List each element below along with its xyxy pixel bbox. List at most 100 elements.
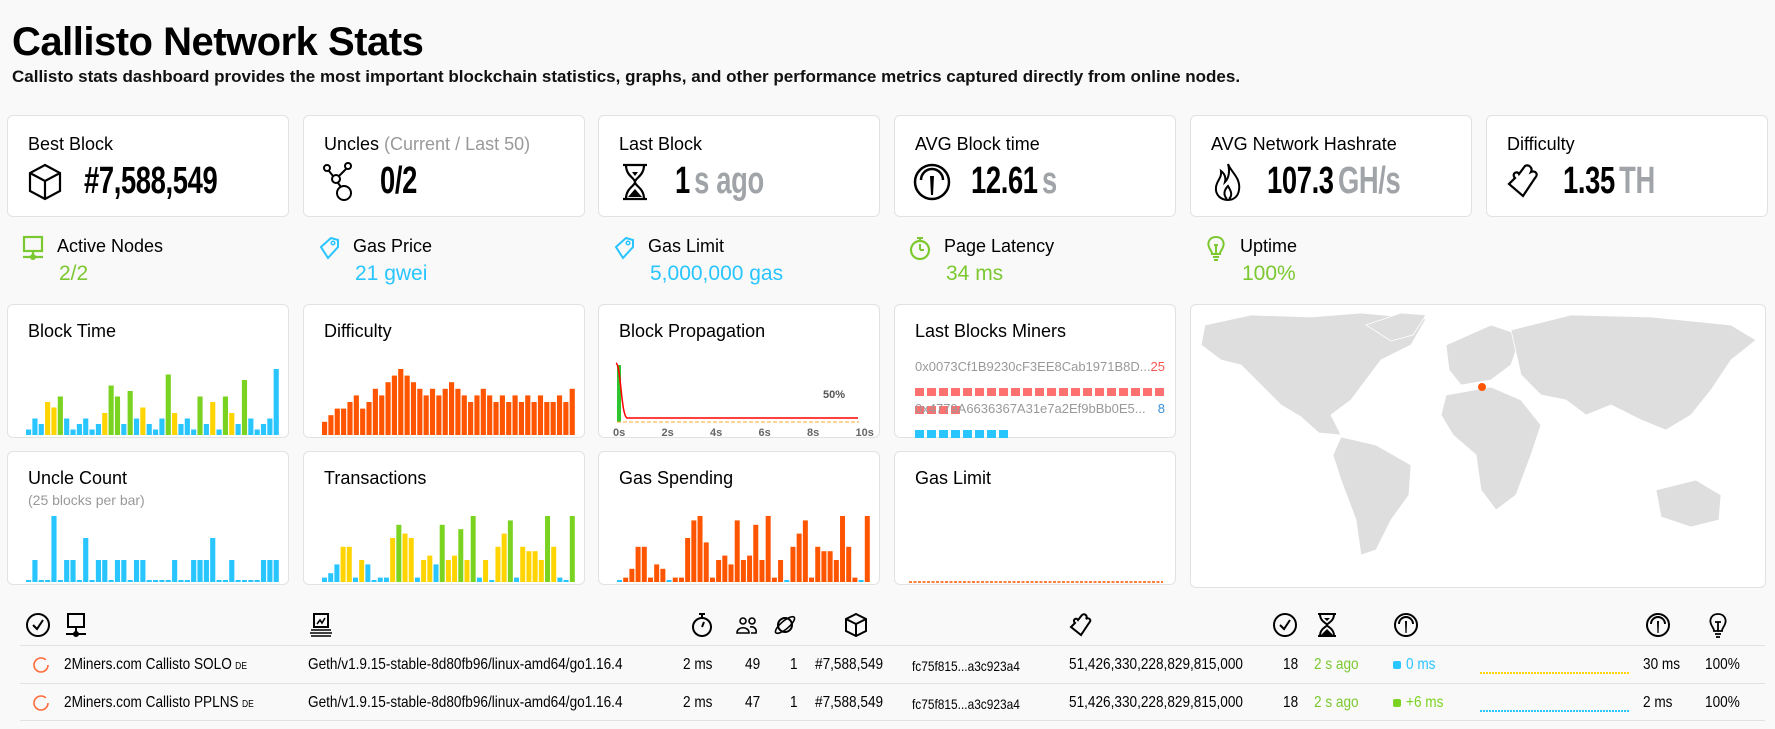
miner-block-square (1035, 388, 1044, 396)
node-location-marker[interactable] (1478, 383, 1486, 391)
chart-bar (38, 424, 44, 435)
chart-bar (635, 546, 641, 582)
mini-label: Uptime (1240, 236, 1298, 256)
miner-block-square (939, 406, 948, 414)
stat-uncles: Uncles (Current / Last 50) 0/2 (303, 115, 585, 217)
node-row[interactable]: 2Miners.com Callisto SOLO DE Geth/v1.9.15… (20, 645, 1765, 683)
peers-icon[interactable] (734, 612, 760, 638)
laptop-icon[interactable] (308, 612, 334, 638)
node-name[interactable]: 2Miners.com Callisto SOLO DE (64, 656, 248, 673)
miner-address: 0x4779A6636367A31e7a2Ef9bBb0E5... (915, 401, 1146, 416)
stat-hashrate: AVG Network Hashrate 107.3 GH/s (1190, 115, 1472, 217)
transactions-bars (322, 516, 575, 582)
gauge-icon[interactable] (1393, 612, 1419, 638)
chart-bar (672, 577, 678, 582)
chart-bar (691, 520, 697, 582)
chart-bar (216, 429, 222, 435)
node-block: #7,588,549 (815, 656, 884, 673)
chart-bar (352, 577, 358, 582)
chart-bar (468, 402, 474, 435)
planet-icon[interactable] (772, 612, 798, 638)
chart-bar (417, 388, 423, 435)
chart-bar (423, 395, 429, 435)
check-icon[interactable] (25, 612, 51, 638)
chart-bar (550, 402, 556, 435)
chart-bar (114, 396, 121, 435)
mini-label: Page Latency (944, 236, 1055, 256)
chart-bar (703, 542, 709, 582)
chart-bar (51, 516, 57, 582)
chart-bar (197, 560, 203, 582)
chart-difficulty: Difficulty (303, 304, 585, 438)
node-name[interactable]: 2Miners.com Callisto PPLNS DE (64, 694, 254, 711)
mini-label: Active Nodes (57, 236, 164, 256)
chart-bar (697, 516, 703, 582)
chart-bar (722, 555, 728, 582)
chart-bar (728, 564, 734, 582)
chart-bar (480, 388, 486, 435)
chart-bar (390, 538, 396, 582)
chart-bar (32, 418, 38, 435)
block-time-bars (26, 369, 279, 435)
stat-value: 1 (675, 160, 690, 202)
node-block-hash: fc75f815...a3c923a4 (912, 696, 1020, 712)
cube-icon (28, 163, 62, 201)
cube-icon[interactable] (843, 612, 869, 638)
chart-bar (273, 560, 279, 582)
chart-bar (241, 580, 248, 582)
chart-bar (340, 546, 346, 582)
stat-label-muted: (Current / Last 50) (384, 134, 531, 154)
chart-bar (569, 516, 575, 582)
chart-bar (556, 395, 563, 435)
map-europe (1445, 324, 1522, 386)
miner-block-square (975, 430, 984, 438)
miner-block-square (1023, 388, 1032, 396)
chart-bar (146, 424, 152, 435)
node-map (1190, 304, 1766, 588)
chart-bar (458, 529, 464, 582)
chart-bar (501, 533, 507, 582)
stopwatch-icon[interactable] (689, 612, 715, 638)
stopwatch-icon (909, 237, 931, 261)
bulb-icon[interactable] (1705, 612, 1731, 638)
node-icon[interactable] (63, 612, 89, 638)
node-country: DE (235, 661, 248, 672)
puzzle-icon[interactable] (1068, 612, 1094, 638)
miner-block-square (951, 430, 960, 438)
stat-value: 0/2 (380, 160, 417, 202)
chart-bar (396, 524, 402, 582)
node-propagation: 0 ms (1406, 656, 1436, 673)
chart-bar (623, 577, 629, 582)
chart-bar (802, 520, 808, 582)
chart-bar (127, 391, 133, 435)
chart-bar (114, 560, 121, 582)
chart-bar (840, 516, 846, 582)
map-asia (1510, 314, 1757, 431)
chart-bar (678, 577, 684, 582)
chart-bar (32, 560, 38, 582)
stat-label: AVG Block time (915, 134, 1040, 154)
chart-bar (526, 551, 532, 582)
chart-bar (159, 580, 165, 582)
miner-block-square (1107, 388, 1116, 396)
x-tick-label: 10s (856, 427, 874, 439)
chart-bar (334, 564, 340, 582)
chart-bar (685, 538, 691, 582)
hourglass-icon[interactable] (1314, 612, 1340, 638)
chart-bar (165, 374, 171, 435)
chart-bar (385, 382, 391, 435)
gauge-icon[interactable] (1645, 612, 1671, 638)
chart-bar (334, 408, 340, 435)
chart-bar (455, 388, 461, 435)
node-row[interactable]: 2Miners.com Callisto PPLNS DE Geth/v1.9.1… (20, 683, 1765, 721)
page-subtitle: Callisto stats dashboard provides the mo… (12, 67, 1241, 86)
chart-bar (483, 560, 489, 582)
chart-subtitle: (25 blocks per bar) (28, 492, 145, 508)
chart-bar (108, 385, 114, 435)
chart-gas-limit: Gas Limit (894, 451, 1176, 585)
gas-limit-line (909, 581, 1163, 583)
chart-bar (716, 560, 722, 582)
check-icon[interactable] (1272, 612, 1298, 638)
chart-bar (121, 560, 127, 582)
chart-bar (372, 388, 378, 435)
